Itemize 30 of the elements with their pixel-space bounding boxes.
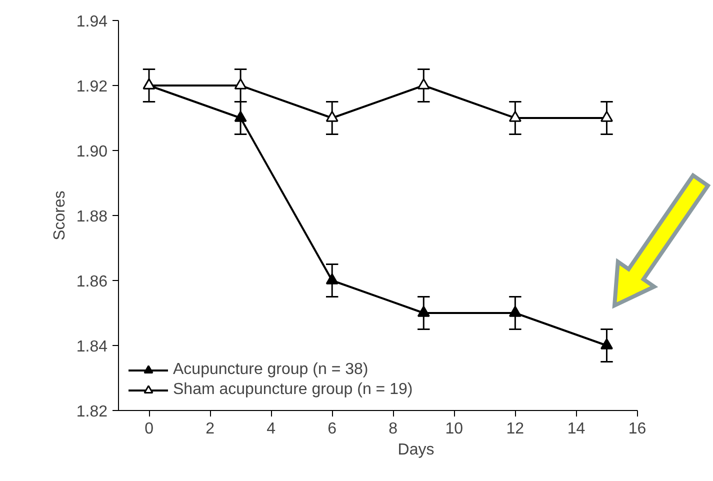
x-axis-title: Days <box>398 442 434 458</box>
point <box>417 78 430 90</box>
x-tick-label: 12 <box>506 420 524 438</box>
legend-label: Acupuncture group (n = 38) <box>173 361 368 379</box>
x-tick-label: 10 <box>445 420 464 438</box>
x-tick-label: 0 <box>144 420 154 438</box>
point <box>234 110 247 122</box>
x-tick-label: 16 <box>628 420 646 438</box>
point <box>326 110 338 122</box>
y-tick-label: 1.88 <box>76 208 108 226</box>
legend-label: Sham acupuncture group (n = 19) <box>173 381 413 399</box>
y-tick-label: 1.90 <box>76 144 108 160</box>
y-tick-label: 1.84 <box>76 338 108 356</box>
y-tick-label: 1.92 <box>76 78 108 96</box>
point <box>508 110 522 122</box>
x-tick-label: 14 <box>567 420 586 438</box>
point <box>600 110 613 122</box>
y-tick-label: 1.86 <box>76 274 108 290</box>
x-tick-label: 6 <box>328 420 337 438</box>
point <box>508 306 522 317</box>
point <box>326 273 338 284</box>
point <box>600 338 613 350</box>
y-tick-label: 1.94 <box>76 14 108 30</box>
y-tick-label: 1.82 <box>76 404 108 420</box>
x-tick-label: 8 <box>388 420 398 438</box>
y-axis-title: Scores <box>51 190 68 240</box>
point <box>234 78 247 90</box>
x-tick-label: 4 <box>266 420 276 438</box>
x-tick-label: 2 <box>206 420 215 438</box>
point <box>417 306 430 317</box>
